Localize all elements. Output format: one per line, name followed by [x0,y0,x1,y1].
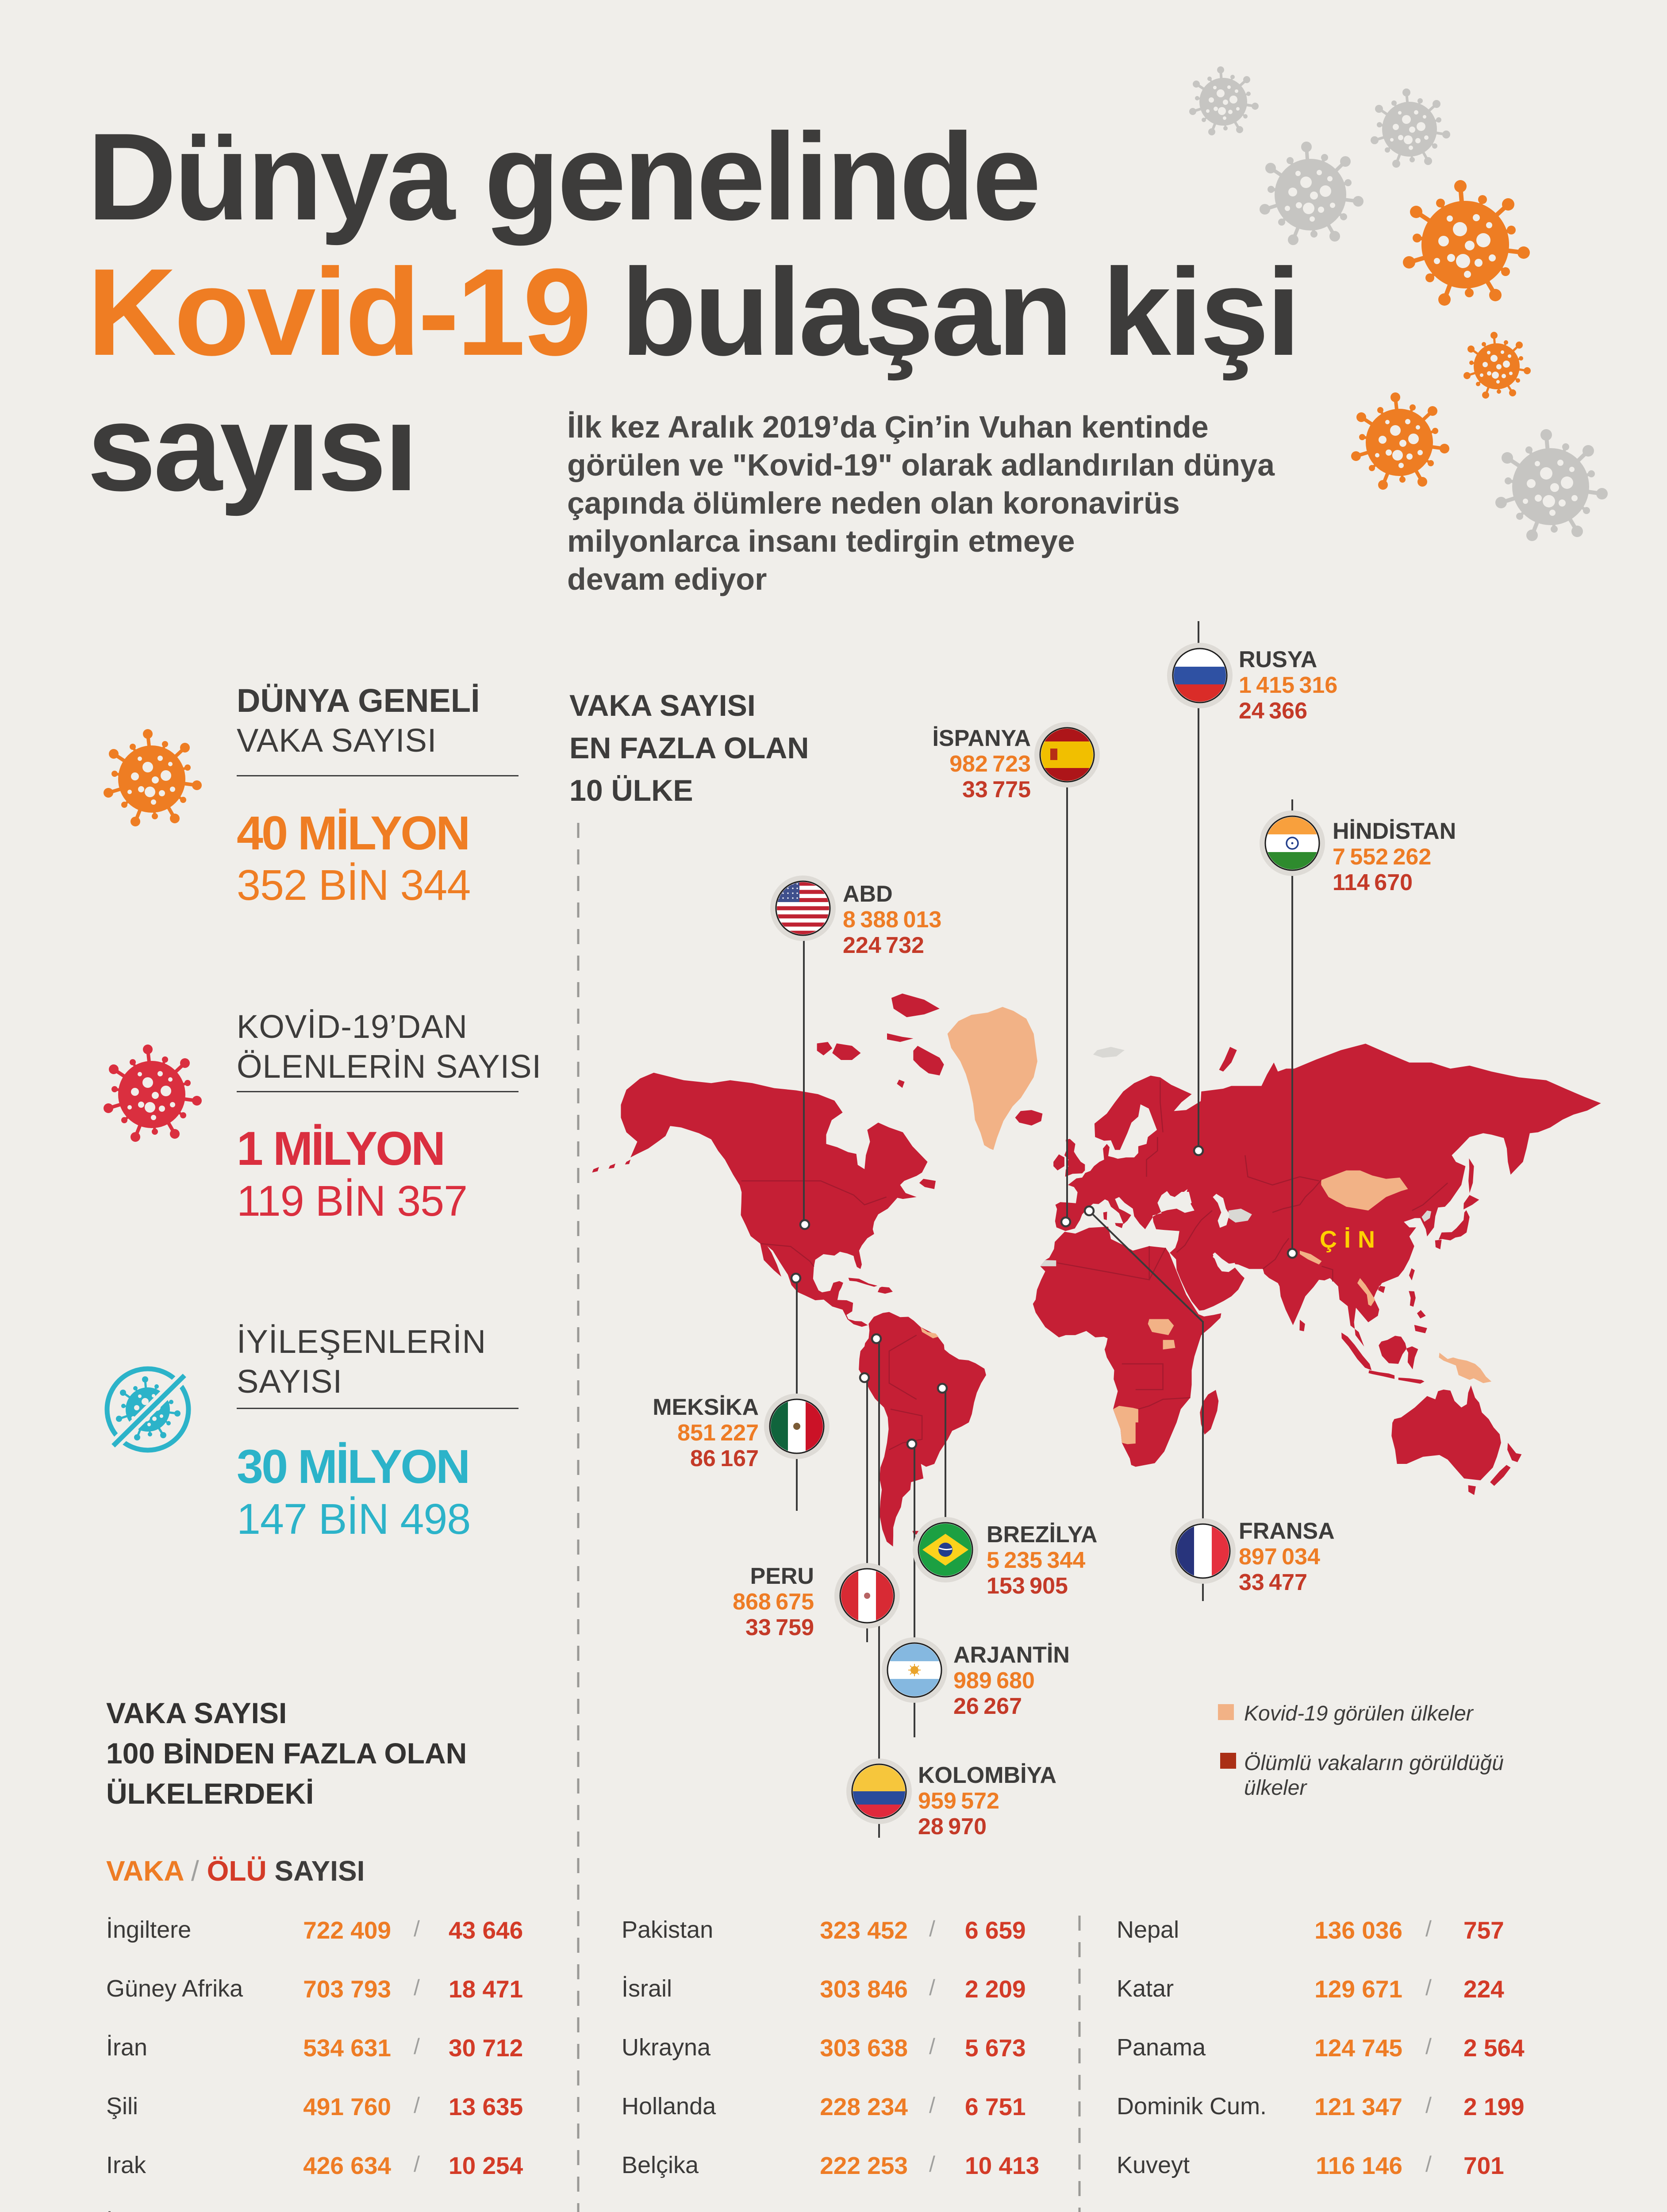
svg-text:ÇİN: ÇİN [1320,1226,1382,1253]
